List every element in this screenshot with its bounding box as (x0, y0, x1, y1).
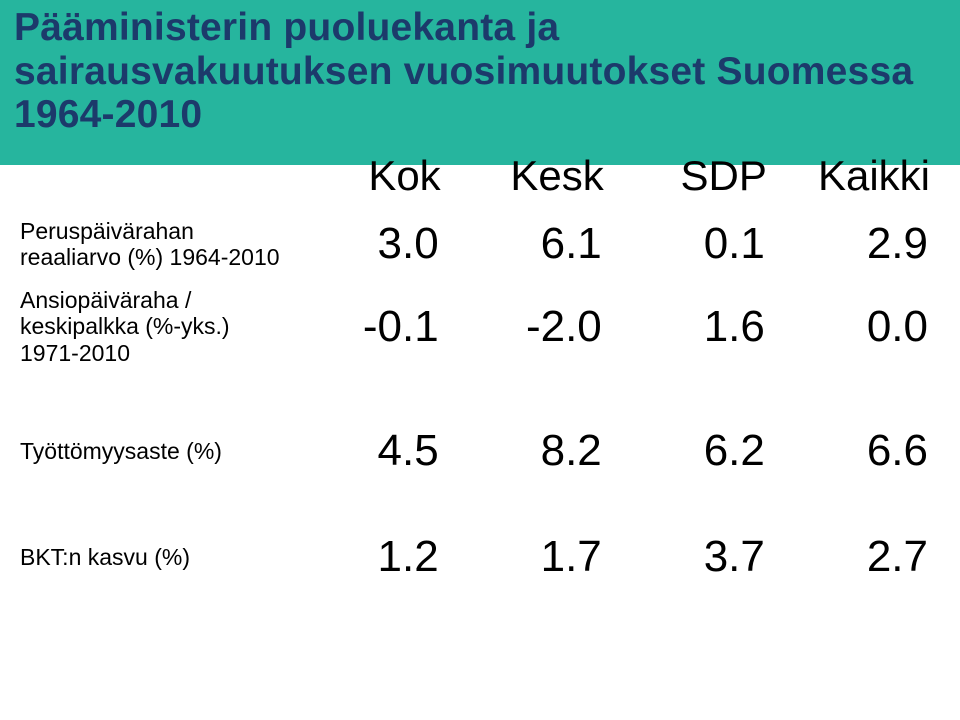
row-value: 0.1 (620, 210, 783, 279)
row-value: 3.0 (294, 210, 457, 279)
title-band: Pääministerin puoluekanta ja sairausvaku… (0, 0, 960, 165)
row-value: 6.6 (783, 422, 946, 480)
row-label: Työttömyysaste (%) (14, 422, 294, 480)
row-value: -0.1 (294, 279, 457, 374)
spacer-row (14, 480, 946, 528)
row-label: Ansiopäiväraha / keskipalkka (%-yks.) 19… (14, 279, 294, 374)
row-label: Peruspäivärahan reaaliarvo (%) 1964-2010 (14, 210, 294, 279)
table-row: BKT:n kasvu (%) 1.2 1.7 3.7 2.7 (14, 528, 946, 586)
row-label: BKT:n kasvu (%) (14, 528, 294, 586)
data-table: Kok Kesk SDP Kaikki Peruspäivärahan reaa… (14, 150, 946, 586)
table-header: Kesk (457, 150, 620, 210)
row-value: 3.7 (620, 528, 783, 586)
row-value: 8.2 (457, 422, 620, 480)
table-header: Kok (294, 150, 457, 210)
table-header-row: Kok Kesk SDP Kaikki (14, 150, 946, 210)
slide-title: Pääministerin puoluekanta ja sairausvaku… (14, 6, 913, 136)
row-value: 1.2 (294, 528, 457, 586)
row-value: -2.0 (457, 279, 620, 374)
table-header: SDP (620, 150, 783, 210)
table-row: Ansiopäiväraha / keskipalkka (%-yks.) 19… (14, 279, 946, 374)
row-value: 2.7 (783, 528, 946, 586)
slide: Pääministerin puoluekanta ja sairausvaku… (0, 0, 960, 720)
row-value: 6.2 (620, 422, 783, 480)
row-value: 0.0 (783, 279, 946, 374)
table-row: Työttömyysaste (%) 4.5 8.2 6.2 6.6 (14, 422, 946, 480)
table-header: Kaikki (783, 150, 946, 210)
row-value: 6.1 (457, 210, 620, 279)
row-value: 2.9 (783, 210, 946, 279)
table-row: Peruspäivärahan reaaliarvo (%) 1964-2010… (14, 210, 946, 279)
table-header-empty (14, 150, 294, 210)
row-value: 1.7 (457, 528, 620, 586)
data-table-wrap: Kok Kesk SDP Kaikki Peruspäivärahan reaa… (14, 150, 946, 586)
spacer-row (14, 374, 946, 422)
row-value: 4.5 (294, 422, 457, 480)
row-value: 1.6 (620, 279, 783, 374)
